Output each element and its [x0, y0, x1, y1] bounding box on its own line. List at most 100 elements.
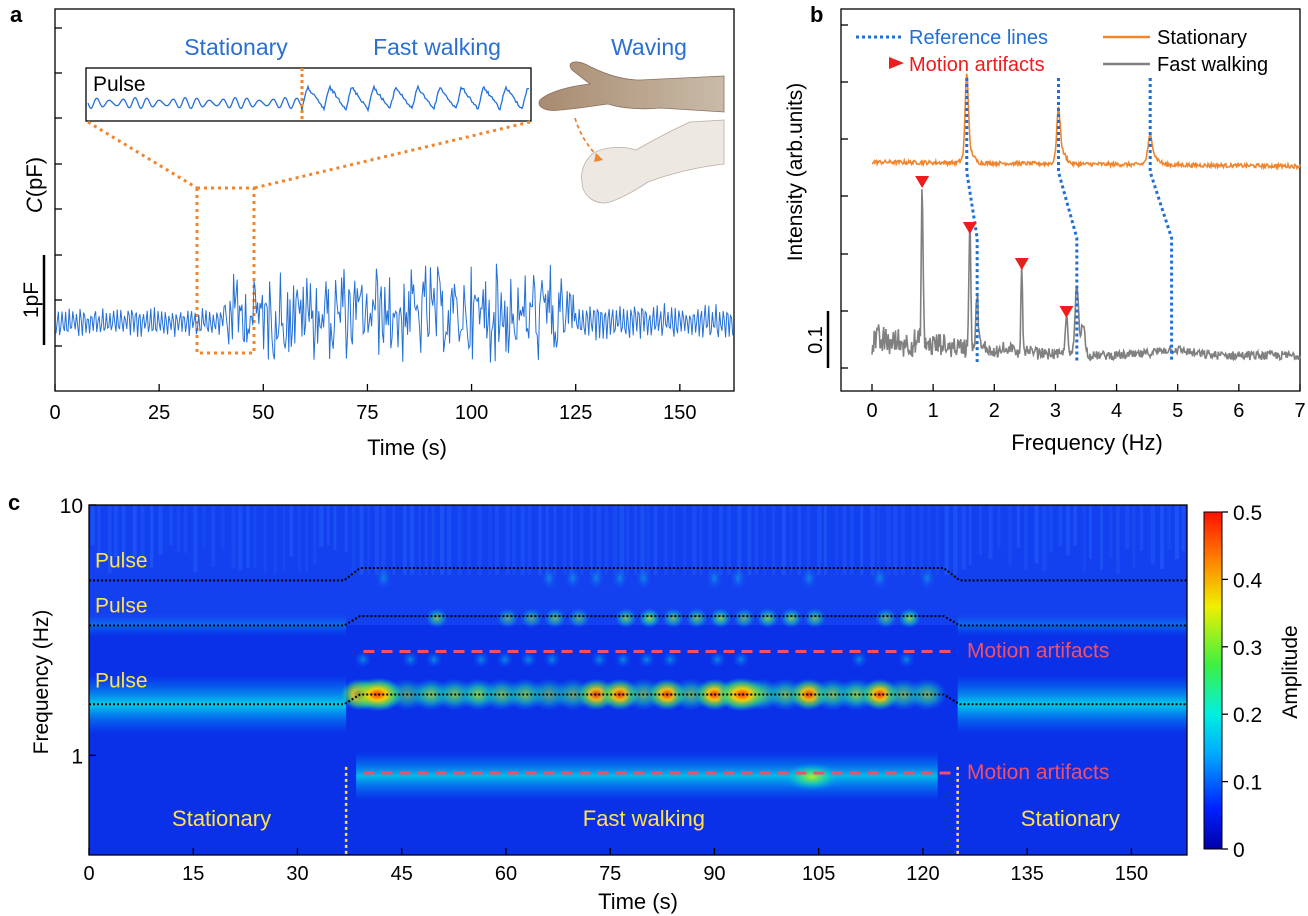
- motion-artifact-marker: [962, 222, 977, 234]
- pulse-inset-frame: [85, 67, 532, 122]
- panel-c-label: c: [8, 490, 20, 515]
- panel-b: b 0 1 2 3 4 5 6 7 Frequency (Hz) Intensity (arb…: [784, 2, 1306, 455]
- capacitance-trace: [55, 263, 734, 363]
- colorbar-tick-label: 0.4: [1233, 569, 1263, 592]
- panel-a-xticks: 0 25 50 75 100 125 150: [49, 384, 697, 424]
- c-xtick-label: 60: [495, 863, 517, 885]
- panel-a-ylabel-unit: (pF): [22, 157, 47, 197]
- pulse-label: Pulse: [95, 549, 148, 572]
- svg-text:C(pF): C(pF): [22, 157, 47, 213]
- panel-a-xlabel: Time (s): [367, 435, 447, 460]
- colorbar: [1203, 511, 1223, 850]
- zoom-guide-left: [87, 120, 198, 190]
- panel-c-xlabel: Time (s): [598, 889, 678, 914]
- phase-label-waving: Waving: [611, 34, 687, 60]
- zoom-window: [195, 186, 256, 355]
- c-xtick-label: 15: [182, 863, 204, 885]
- colorbar-tick-label: 0.5: [1233, 502, 1262, 525]
- panel-b-scale-bar-label: 0.1: [805, 326, 827, 354]
- panel-a-frame: [54, 8, 735, 392]
- pulse-band-line: [89, 567, 1187, 582]
- colorbar-tick-label: 0.3: [1233, 637, 1262, 660]
- c-xtick-label: 45: [391, 863, 413, 885]
- pulse-band-line: [89, 615, 1187, 627]
- panel-c-xticks: 0 15 30 45 60 75 90 105 120 135 150: [83, 848, 1148, 885]
- legend-stationary-label: Stationary: [1157, 27, 1247, 49]
- motion-artifact-label: Motion artifacts: [967, 639, 1109, 662]
- c-xtick-label: 150: [1115, 863, 1148, 885]
- panel-b-xticks: 0 1 2 3 4 5 6 7: [866, 384, 1306, 422]
- panel-a-label: a: [10, 2, 23, 27]
- panel-a-yticks: [55, 27, 62, 347]
- panel-c-ylabel: Frequency (Hz): [30, 610, 53, 755]
- phase-label-fast-walking: Fast walking: [373, 34, 501, 60]
- a-xtick-label: 125: [559, 402, 592, 424]
- a-xtick-label: 150: [663, 402, 696, 424]
- b-xtick-label: 3: [1050, 400, 1061, 422]
- spectrum-fast-walking: [871, 189, 1301, 362]
- motion-artifact-markers: [915, 176, 1074, 318]
- c-xtick-label: 30: [286, 863, 308, 885]
- b-xtick-label: 0: [866, 400, 877, 422]
- reference-line: [1148, 78, 1174, 362]
- pulse-inset-trace: [87, 84, 530, 113]
- pulse-label: Pulse: [95, 595, 148, 618]
- legend-artifact-marker: [889, 57, 904, 69]
- b-xtick-label: 7: [1294, 400, 1305, 422]
- region-label: Stationary: [1021, 806, 1120, 831]
- legend-artifact-label: Motion artifacts: [909, 54, 1045, 76]
- reference-lines: [965, 78, 1174, 362]
- legend-walking-label: Fast walking: [1157, 54, 1268, 76]
- panel-a-ylabel-italic: C: [22, 197, 47, 213]
- panel-b-ylabel: Intensity (arb.units): [784, 83, 807, 262]
- phase-label-stationary: Stationary: [184, 34, 288, 60]
- colorbar-label: Amplitude: [1279, 625, 1302, 718]
- spectrogram-overlays: Pulse Pulse Pulse Motion artifacts Motion ar…: [89, 549, 1187, 855]
- panel-c: c 0 15 30 45 60 75 90 105 120 135 150 1 10 Time (s)…: [8, 490, 1302, 914]
- pulse-inset-label: Pulse: [93, 73, 146, 96]
- colorbar-tick-label: 0: [1233, 839, 1245, 862]
- panel-b-label: b: [810, 2, 823, 27]
- panel-a-scale-bar-label: 1pF: [20, 282, 43, 318]
- a-xtick-label: 75: [356, 402, 378, 424]
- c-xtick-label: 0: [83, 863, 94, 885]
- motion-artifact-marker: [915, 176, 930, 188]
- pulse-label: Pulse: [95, 669, 148, 692]
- spectrogram: [89, 505, 1187, 855]
- a-xtick-label: 25: [148, 402, 170, 424]
- region-label: Fast walking: [583, 806, 705, 831]
- waving-hand-illustration: [538, 61, 725, 204]
- spectrum-stationary: [871, 73, 1301, 171]
- reference-line: [965, 78, 979, 362]
- reference-line: [1056, 78, 1079, 362]
- pulse-band-line: [89, 693, 1187, 706]
- b-xtick-label: 5: [1172, 400, 1183, 422]
- zoom-guide-right: [253, 120, 531, 190]
- c-ytick-label: 10: [60, 495, 83, 518]
- b-xtick-label: 1: [928, 400, 939, 422]
- region-label: Stationary: [172, 806, 271, 831]
- b-xtick-label: 4: [1111, 400, 1122, 422]
- panel-a-ylabel: C(pF): [22, 157, 47, 213]
- a-xtick-label: 100: [455, 402, 488, 424]
- panel-b-yticks: [841, 24, 848, 369]
- c-xtick-label: 135: [1010, 863, 1043, 885]
- c-ytick-label: 1: [71, 745, 83, 768]
- panel-b-frame: [840, 8, 1301, 392]
- a-xtick-label: 50: [252, 402, 274, 424]
- colorbar-ticks: 0 0.1 0.2 0.3 0.4 0.5: [1222, 502, 1263, 862]
- legend-reference-label: Reference lines: [909, 27, 1048, 49]
- b-xtick-label: 6: [1233, 400, 1244, 422]
- c-xtick-label: 90: [703, 863, 725, 885]
- panel-a: a 0 25 50 75 100 125 150 Time (s) C(pF) 1pF St…: [10, 2, 735, 460]
- c-xtick-label: 120: [906, 863, 939, 885]
- panel-b-xlabel: Frequency (Hz): [1011, 430, 1163, 455]
- c-xtick-label: 75: [599, 863, 621, 885]
- b-xtick-label: 2: [989, 400, 1000, 422]
- panel-c-yticks: 1 10: [60, 495, 96, 768]
- colorbar-tick-label: 0.2: [1233, 704, 1262, 727]
- panel-c-frame: [88, 504, 1188, 856]
- motion-artifact-marker: [1014, 258, 1029, 270]
- a-xtick-label: 0: [49, 402, 60, 424]
